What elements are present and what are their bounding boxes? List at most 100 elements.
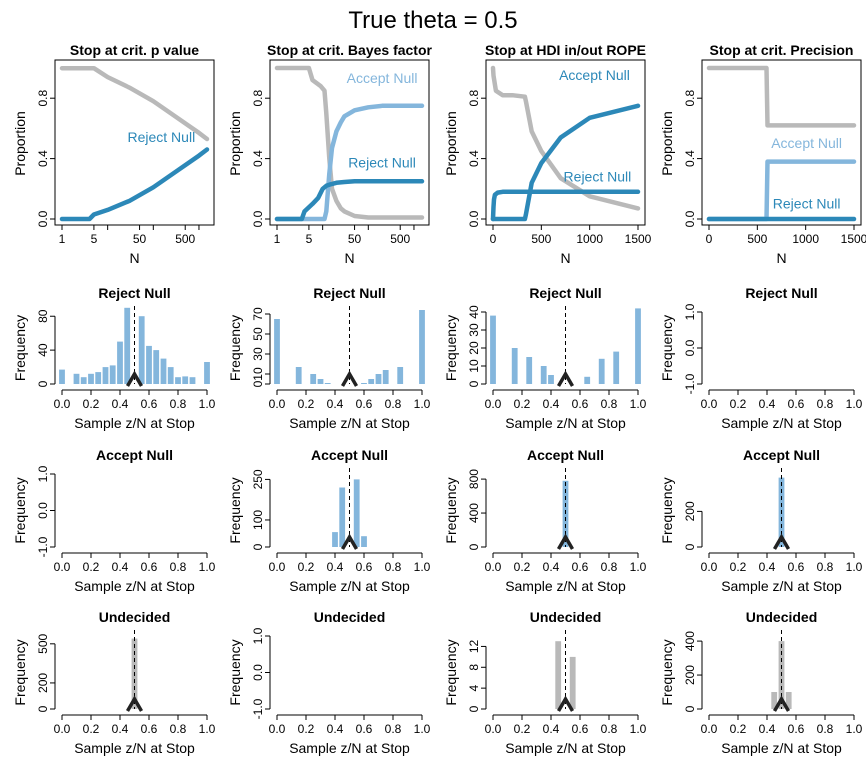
x-axis-label: N bbox=[560, 250, 570, 266]
y-axis-label: Frequency bbox=[12, 639, 28, 705]
x-tick-label: 0.0 bbox=[485, 397, 502, 411]
series-label: Reject Null bbox=[348, 155, 416, 171]
panel-3: Stop at HDI in/out ROPE 0.0 0.4 0.8 Proporti… bbox=[443, 42, 652, 266]
x-tick-label: 0.2 bbox=[83, 397, 100, 411]
y-tick-label: 500 bbox=[36, 633, 50, 653]
y-tick-label: 0.0 bbox=[251, 664, 265, 681]
x-tick-label: 500 bbox=[390, 232, 410, 246]
y-tick-label: 0.0 bbox=[36, 502, 50, 519]
y-tick-label: 0.8 bbox=[467, 90, 481, 107]
x-axis-label: N bbox=[776, 250, 786, 266]
panel-16: Undecided 0 200 400 Frequency 0.0 0.2 0.4 0.6 0.8… bbox=[659, 609, 863, 756]
y-tick-label: 0.4 bbox=[36, 150, 50, 167]
panel-title: Undecided bbox=[99, 609, 171, 625]
panel-15: Undecided 0 4 8 12 Frequency 0.0 0.2 0.4 0.6 0.8 1.… bbox=[443, 609, 647, 756]
panel-title: Reject Null bbox=[745, 285, 817, 301]
panel-7: Reject Null 0 10 20 30 40 Frequency 0.0 0.2 0.4 0.… bbox=[443, 285, 647, 431]
y-tick-label: 0.8 bbox=[251, 90, 265, 107]
x-tick-label: 0.8 bbox=[170, 397, 187, 411]
hist-bar bbox=[353, 479, 360, 547]
y-tick-label: 1.0 bbox=[683, 303, 697, 320]
x-axis-label: Sample z/N at Stop bbox=[74, 740, 195, 756]
series-line-2 bbox=[59, 147, 210, 222]
y-tick-label: 200 bbox=[683, 501, 697, 521]
x-tick-label: 0.4 bbox=[327, 397, 344, 411]
y-axis-label: Frequency bbox=[659, 477, 675, 543]
panel-title: Stop at crit. Bayes factor bbox=[267, 42, 432, 58]
panel-title: Accept Null bbox=[743, 447, 820, 463]
x-tick-label: 0.4 bbox=[543, 722, 560, 736]
x-axis-label: Sample z/N at Stop bbox=[505, 740, 626, 756]
x-tick-label: 1 bbox=[274, 232, 281, 246]
x-tick-label: 1.0 bbox=[630, 560, 647, 574]
theta-marker bbox=[772, 533, 791, 550]
hist-bar bbox=[310, 374, 317, 384]
x-tick-label: 0.4 bbox=[759, 397, 776, 411]
hist-bar bbox=[324, 383, 331, 384]
x-tick-label: 0.2 bbox=[298, 560, 315, 574]
y-tick-label: -1.0 bbox=[36, 536, 50, 557]
y-tick-label: 200 bbox=[36, 673, 50, 693]
x-tick-label: 0.4 bbox=[759, 722, 776, 736]
y-tick-label: 50 bbox=[251, 327, 265, 341]
panel-title: Stop at crit. Precision bbox=[710, 42, 854, 58]
y-tick-label: 0 bbox=[467, 705, 481, 712]
y-tick-label: 0 bbox=[683, 543, 697, 550]
y-tick-label: 1.0 bbox=[36, 465, 50, 482]
x-tick-label: 0.6 bbox=[788, 560, 805, 574]
x-axis-label: Sample z/N at Stop bbox=[505, 415, 626, 431]
x-tick-label: 0.8 bbox=[817, 722, 834, 736]
x-axis-label: Sample z/N at Stop bbox=[289, 578, 410, 594]
y-axis-label: Frequency bbox=[659, 315, 675, 381]
panel-4: Stop at crit. Precision 0.0 0.4 0.8 Proporti… bbox=[659, 42, 866, 266]
series-label: Reject Null bbox=[564, 168, 632, 184]
x-tick-label: 1.0 bbox=[199, 722, 216, 736]
y-tick-label: 0.4 bbox=[683, 150, 697, 167]
hist-bar bbox=[138, 316, 145, 384]
x-tick-label: 0.0 bbox=[485, 722, 502, 736]
x-tick-label: 50 bbox=[133, 232, 147, 246]
panel-11: Accept Null 0 400 800 Frequency 0.0 0.2 0.4 0.6 0… bbox=[443, 447, 647, 594]
y-tick-label: 0 bbox=[683, 705, 697, 712]
panel-title: Undecided bbox=[530, 609, 602, 625]
hist-bar bbox=[88, 373, 94, 384]
hist-bar bbox=[317, 379, 324, 384]
series-line-1 bbox=[59, 65, 210, 142]
x-tick-label: 0.2 bbox=[514, 560, 531, 574]
x-tick-label: 0.4 bbox=[112, 397, 129, 411]
x-tick-label: 0.6 bbox=[141, 397, 158, 411]
x-tick-label: 0.6 bbox=[141, 722, 158, 736]
x-tick-label: 0.4 bbox=[543, 560, 560, 574]
series-line-3 bbox=[490, 189, 641, 222]
x-axis-label: Sample z/N at Stop bbox=[74, 578, 195, 594]
panel-title: Stop at crit. p value bbox=[70, 42, 199, 58]
y-axis-label: Frequency bbox=[227, 315, 243, 381]
hist-bar bbox=[339, 487, 346, 547]
y-tick-label: 30 bbox=[251, 347, 265, 361]
panel-9: Accept Null -1.0 0.0 1.0 Frequency 0.0 0.2 0.4 0… bbox=[12, 447, 216, 594]
hist-bar bbox=[124, 307, 131, 384]
hist-bar bbox=[613, 351, 620, 384]
x-tick-label: 0.6 bbox=[141, 560, 158, 574]
y-tick-label: 20 bbox=[467, 341, 481, 355]
y-tick-label: 0.0 bbox=[683, 210, 697, 227]
x-tick-label: 0.6 bbox=[572, 560, 589, 574]
theta-marker bbox=[556, 370, 575, 387]
panel-title: Reject Null bbox=[313, 285, 385, 301]
series-label: Accept Null bbox=[771, 135, 842, 151]
hist-bar bbox=[540, 366, 547, 384]
panel-title: Accept Null bbox=[311, 447, 388, 463]
hist-bar bbox=[204, 362, 210, 384]
x-tick-label: 0.8 bbox=[601, 560, 618, 574]
theta-marker bbox=[556, 533, 575, 550]
panel-2: Stop at crit. Bayes factor 0.0 0.4 0.8 Propo… bbox=[227, 42, 433, 266]
y-tick-label: 10 bbox=[467, 359, 481, 373]
y-tick-label: 40 bbox=[467, 305, 481, 319]
y-axis-label: Frequency bbox=[443, 315, 459, 381]
hist-bar bbox=[382, 370, 389, 384]
hist-bar bbox=[635, 308, 641, 384]
x-tick-label: 500 bbox=[175, 232, 195, 246]
figure-title: True theta = 0.5 bbox=[348, 7, 517, 34]
hist-bar bbox=[146, 345, 152, 384]
hist-bar bbox=[375, 374, 382, 384]
